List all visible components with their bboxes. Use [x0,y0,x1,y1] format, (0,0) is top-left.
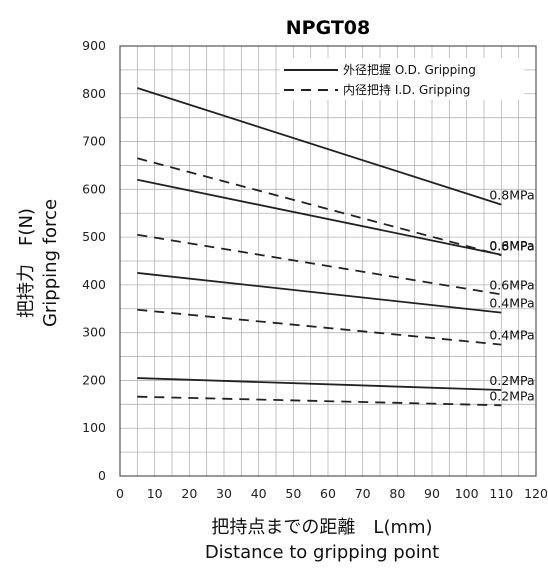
series-lines [137,87,502,407]
y-tick-label: 300 [82,325,106,340]
x-tick-label: 80 [389,486,405,501]
y-axis-ticks: 0 100 200 300 400 500 600 700 800 900 [82,38,106,483]
series-line-id-0-8mpa [137,157,502,257]
y-tick-label: 200 [82,372,106,387]
x-tick-label: 40 [251,486,267,501]
y-tick-label: 800 [82,86,106,101]
x-tick-label: 30 [216,486,232,501]
series-label-od-0-6mpa: 0.6MPa [489,238,534,253]
x-tick-label: 20 [181,486,197,501]
series-line-id-0-2mpa [137,395,502,407]
legend-box [280,58,524,100]
x-tick-label: 70 [355,486,371,501]
series-label-od-0-8mpa: 0.8MPa [489,188,534,203]
series-label-id-0-6mpa: 0.6MPa [489,277,534,292]
series-line-id-0-4mpa [137,308,502,346]
series-line-od-0-6mpa [137,178,502,256]
series-label-od-0-4mpa: 0.4MPa [489,296,534,311]
series-label-id-0-2mpa: 0.2MPa [489,388,534,403]
y-tick-label: 0 [98,468,106,483]
x-tick-label: 120 [524,486,548,501]
x-tick-label: 90 [424,486,440,501]
series-line-id-0-6mpa [137,233,502,296]
series-line-od-0-8mpa [137,87,502,206]
x-tick-label: 50 [285,486,301,501]
series-labels: 0.8MPa0.6MPa0.4MPa0.2MPa0.8MPa0.6MPa0.4M… [489,188,534,404]
series-line-od-0-4mpa [137,272,502,314]
series-label-od-0-2mpa: 0.2MPa [489,373,534,388]
y-tick-label: 900 [82,38,106,53]
y-axis-title-jp: 把持力 F(N) [16,208,37,318]
y-tick-label: 700 [82,134,106,149]
legend-label-id: 内径把持 I.D. Gripping [343,82,470,97]
x-tick-label: 110 [489,486,513,501]
x-tick-label: 0 [116,486,124,501]
series-label-id-0-8mpa: 0.8MPa [489,238,534,253]
x-tick-label: 100 [455,486,479,501]
grid [119,45,537,477]
x-axis-ticks: 0 10 20 30 40 50 60 70 80 90 100 110 120 [116,486,548,501]
series-line-od-0-2mpa [137,377,502,391]
y-tick-label: 100 [82,420,106,435]
y-axis-title-en: Gripping force [40,199,61,327]
series-label-id-0-4mpa: 0.4MPa [489,328,534,343]
x-axis-title-en: Distance to gripping point [205,542,439,563]
legend-label-od: 外径把握 O.D. Gripping [343,62,476,77]
chart-title: NPGT08 [286,17,371,39]
y-tick-label: 600 [82,181,106,196]
y-tick-label: 400 [82,277,106,292]
x-tick-label: 10 [147,486,163,501]
x-axis-title-jp: 把持点までの距離 L(mm) [211,517,432,538]
y-tick-label: 500 [82,229,106,244]
x-tick-label: 60 [320,486,336,501]
legend: 外径把握 O.D. Gripping 内径把持 I.D. Gripping [280,58,524,100]
plot-frame [119,45,537,477]
